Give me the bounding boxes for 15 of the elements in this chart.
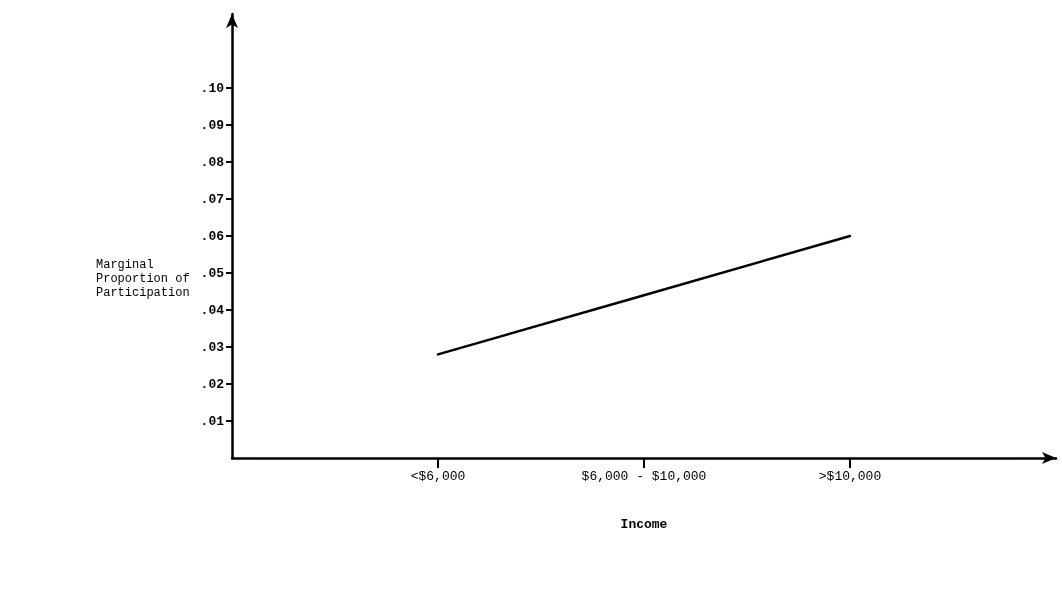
x-tick-label: >$10,000 bbox=[818, 469, 882, 484]
y-tick-label: .09 bbox=[200, 117, 225, 133]
y-tick-label: .01 bbox=[200, 413, 225, 429]
y-tick-label: .10 bbox=[200, 80, 225, 96]
y-tick-label: .04 bbox=[200, 302, 225, 318]
y-tick-label: .06 bbox=[200, 228, 225, 244]
y-tick-label: .07 bbox=[200, 191, 224, 207]
y-tick-label: .05 bbox=[200, 265, 225, 281]
y-tick-label: .08 bbox=[200, 154, 225, 170]
y-tick-label: .02 bbox=[200, 376, 225, 392]
x-axis-title: Income bbox=[620, 517, 668, 532]
y-axis-title: Marginal Proportion of Participation bbox=[96, 258, 197, 300]
x-tick-label: $6,000 - $10,000 bbox=[581, 469, 707, 484]
y-tick-label: .03 bbox=[200, 339, 225, 355]
x-tick-label: <$6,000 bbox=[410, 469, 466, 484]
